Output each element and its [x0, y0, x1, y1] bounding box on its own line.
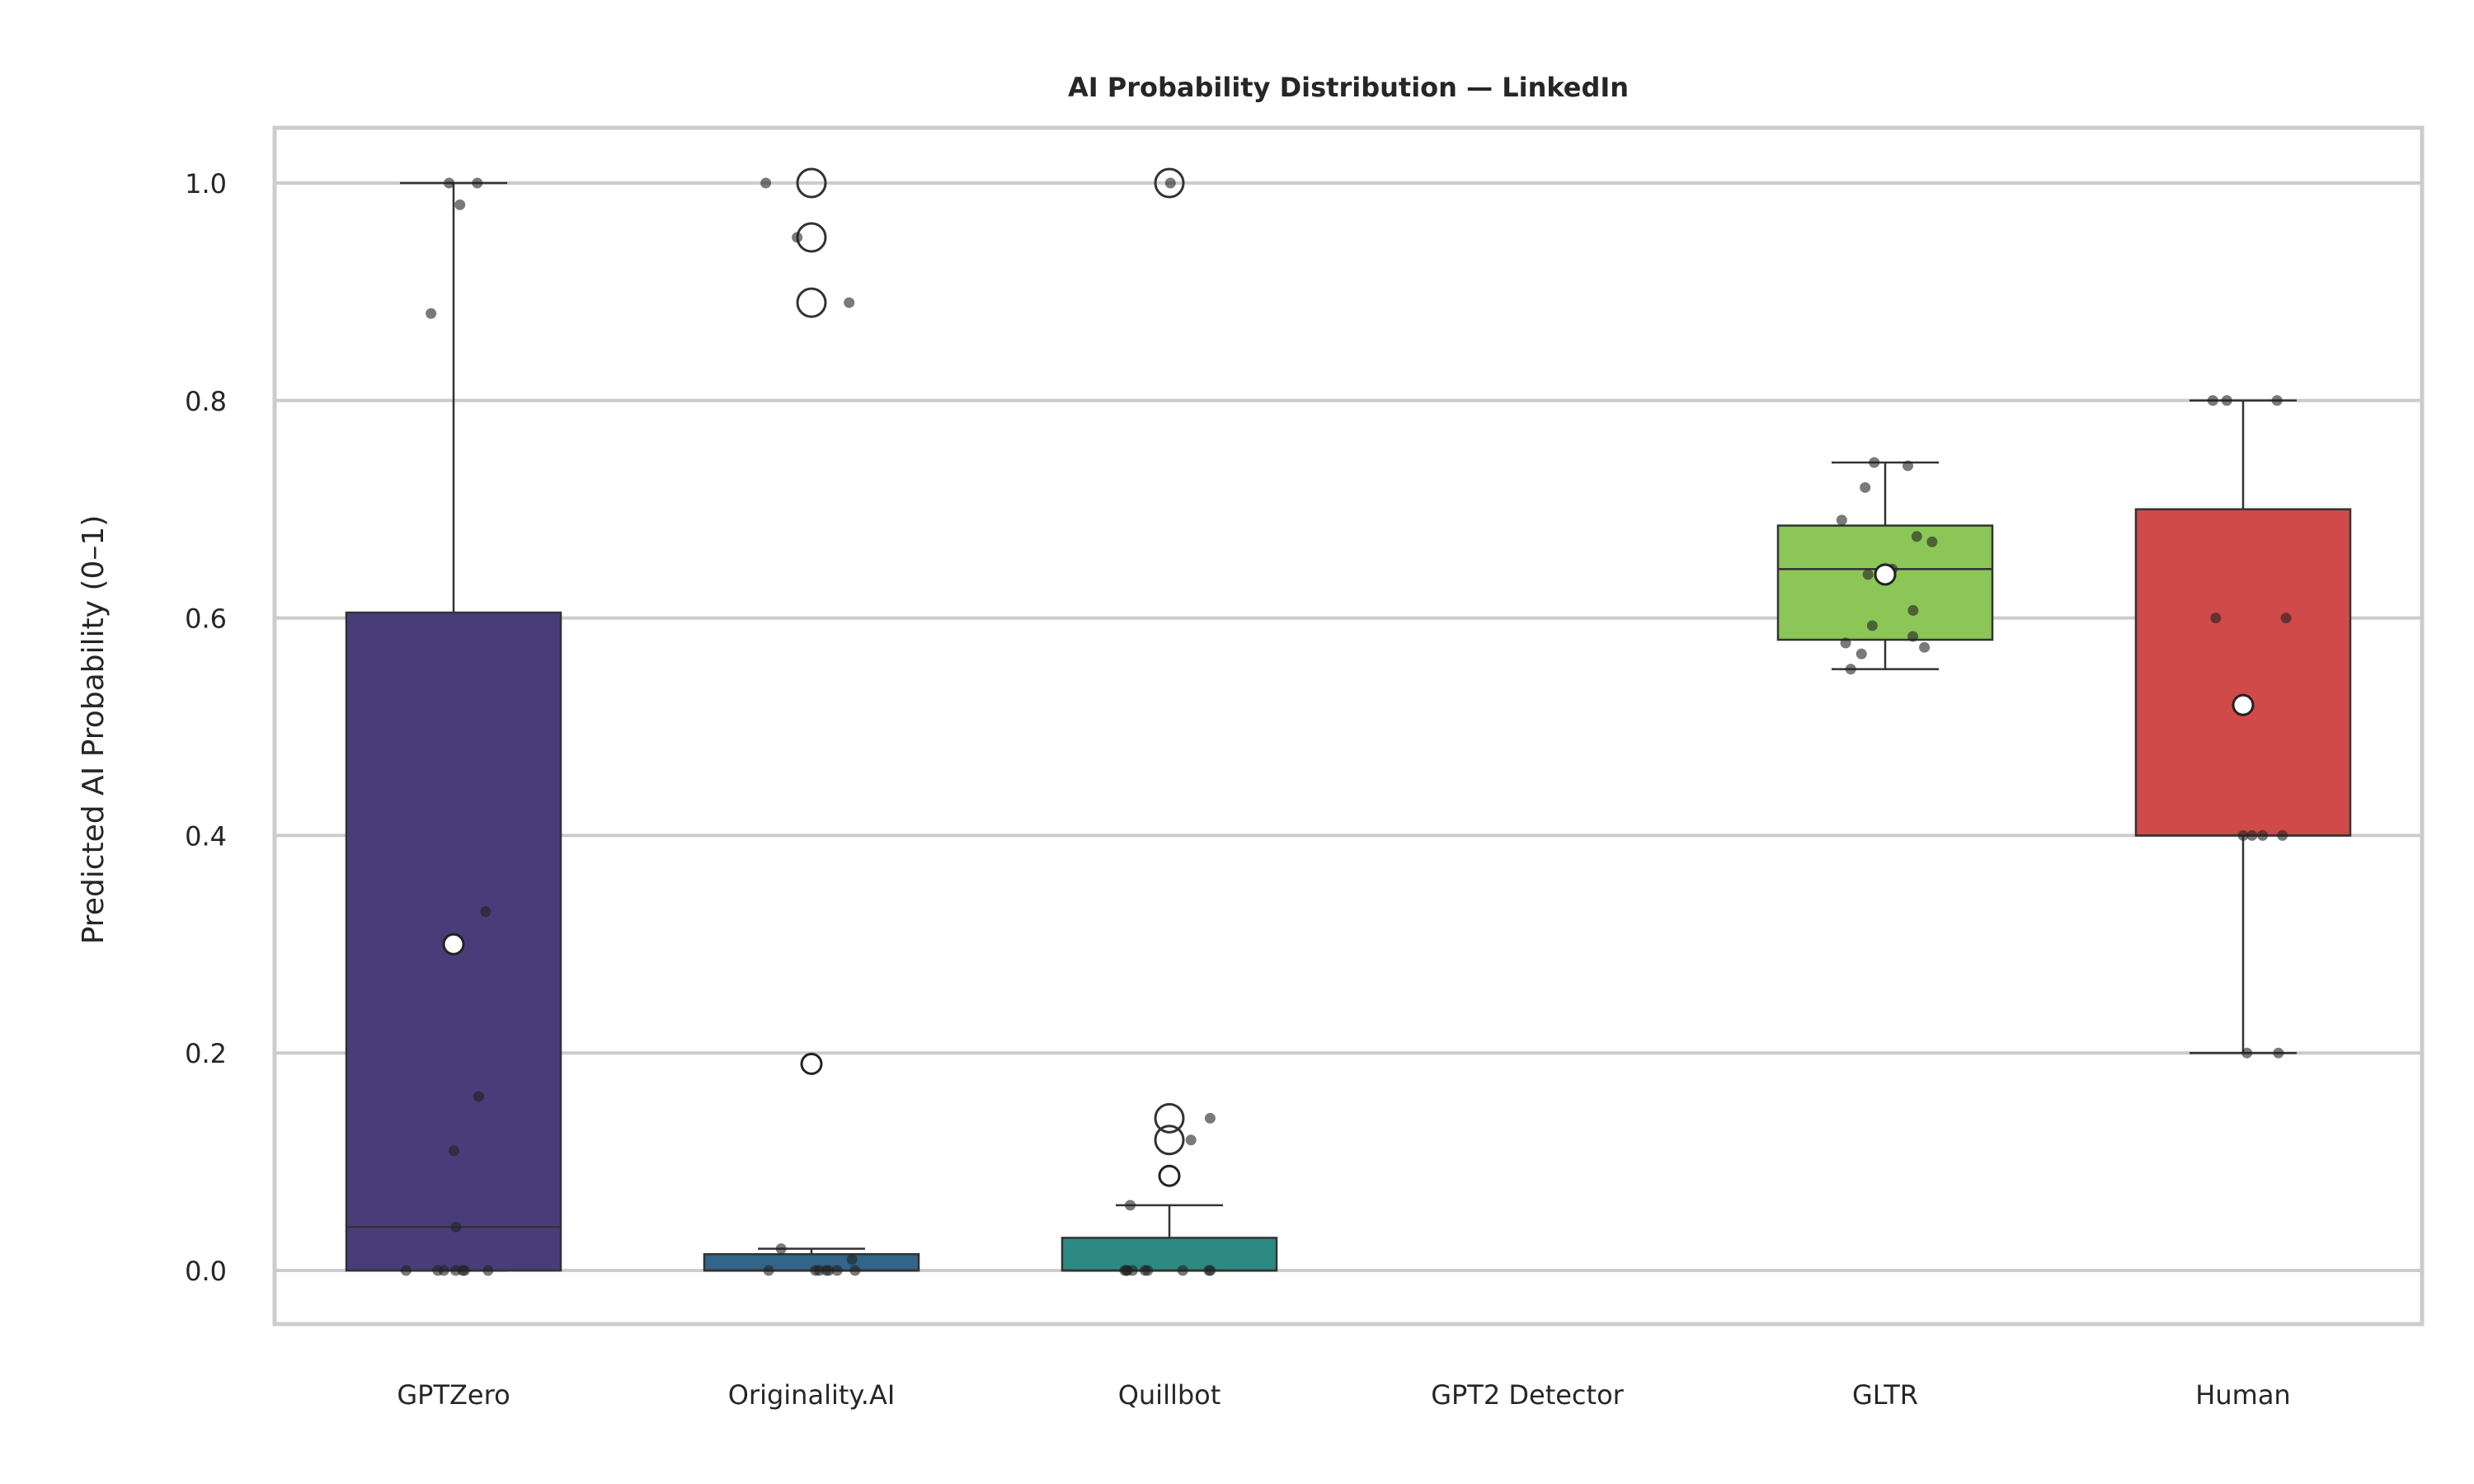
data-point — [1926, 536, 1938, 547]
outlier-point — [1154, 1125, 1185, 1156]
mean-marker — [1874, 563, 1897, 586]
data-point — [1205, 1265, 1216, 1276]
box-iqr — [2134, 508, 2352, 837]
y-tick-label: 0.6 — [185, 603, 227, 635]
data-point — [473, 1091, 484, 1102]
data-point — [2246, 829, 2258, 841]
data-point — [1840, 637, 1851, 649]
data-point — [1856, 648, 1867, 660]
data-point — [763, 1265, 774, 1276]
x-tick-label: GLTR — [1852, 1379, 1918, 1411]
x-tick-label: Human — [2195, 1379, 2290, 1411]
y-axis-ticks: 0.0 0.2 0.4 0.6 0.8 1.0 — [185, 168, 227, 1287]
data-point — [810, 1265, 821, 1276]
data-point — [844, 297, 855, 308]
data-point — [2210, 613, 2222, 624]
x-axis-ticks: GPTZero Originality.AI Quillbot GPT2 Detect… — [397, 1379, 2290, 1411]
box-group — [703, 167, 920, 1276]
data-point — [1119, 1265, 1131, 1276]
data-point — [1862, 569, 1874, 580]
data-point — [846, 1254, 858, 1266]
data-point — [1860, 481, 1871, 493]
mean-marker — [2232, 693, 2255, 716]
data-point — [1204, 1112, 1216, 1124]
y-tick-label: 0.0 — [185, 1256, 227, 1287]
data-point — [2277, 829, 2288, 841]
data-point — [1139, 1265, 1150, 1276]
data-point — [450, 1221, 462, 1233]
chart-title: AI Probability Distribution — LinkedIn — [1068, 72, 1629, 103]
data-point — [1177, 1265, 1188, 1276]
data-point — [472, 177, 483, 189]
data-point — [1185, 1134, 1197, 1146]
data-point — [760, 177, 772, 189]
data-point — [1869, 457, 1880, 468]
outlier-point — [796, 287, 827, 318]
data-point — [1903, 460, 1914, 472]
box-plot-groups — [345, 167, 2352, 1276]
data-point — [1911, 531, 1922, 542]
y-tick-label: 0.8 — [185, 386, 227, 417]
data-point — [2273, 1047, 2284, 1059]
data-point — [432, 1265, 444, 1276]
data-point — [831, 1265, 843, 1276]
data-point — [1866, 620, 1878, 632]
data-point — [454, 199, 466, 210]
data-point — [2271, 395, 2283, 406]
x-tick-label: GPTZero — [397, 1379, 510, 1411]
box-group — [1061, 167, 1278, 1276]
mean-marker — [800, 1052, 823, 1075]
outlier-point — [796, 167, 827, 199]
gridlines — [275, 181, 2422, 1272]
data-point — [400, 1265, 412, 1276]
data-point — [2207, 395, 2218, 406]
box-group — [1776, 457, 1994, 675]
data-point — [2237, 829, 2249, 841]
data-point — [1845, 664, 1856, 675]
data-point — [1164, 177, 1176, 189]
data-point — [426, 308, 437, 319]
box-group — [2134, 395, 2352, 1059]
box-group — [345, 177, 562, 1276]
plot-frame — [272, 125, 2425, 1327]
y-tick-label: 1.0 — [185, 168, 227, 200]
data-point — [448, 1145, 459, 1157]
data-point — [1919, 641, 1931, 653]
y-tick-label: 0.2 — [185, 1038, 227, 1069]
mean-marker — [442, 932, 465, 956]
data-point — [1124, 1200, 1136, 1211]
data-point — [1907, 604, 1919, 616]
data-point — [482, 1265, 494, 1276]
data-point — [459, 1265, 470, 1276]
mean-marker — [1158, 1164, 1181, 1187]
x-tick-label: GPT2 Detector — [1431, 1379, 1624, 1411]
data-point — [775, 1243, 787, 1255]
data-point — [1907, 631, 1919, 642]
data-point — [849, 1265, 861, 1276]
data-point — [792, 232, 803, 243]
data-point — [444, 177, 455, 189]
data-point — [2221, 395, 2232, 406]
box-iqr — [345, 611, 562, 1272]
outlier-point — [1154, 167, 1185, 199]
x-tick-label: Originality.AI — [728, 1379, 896, 1411]
outlier-point — [1154, 1102, 1185, 1134]
data-point — [2257, 829, 2269, 841]
data-point — [823, 1265, 835, 1276]
x-tick-label: Quillbot — [1118, 1379, 1221, 1411]
box-iqr — [1061, 1237, 1278, 1272]
data-point — [2280, 613, 2292, 624]
y-axis-label: Predicted AI Probability (0–1) — [77, 515, 111, 945]
data-point — [1836, 514, 1847, 526]
y-tick-label: 0.4 — [185, 820, 227, 852]
data-point — [2241, 1047, 2253, 1059]
data-point — [480, 906, 492, 918]
